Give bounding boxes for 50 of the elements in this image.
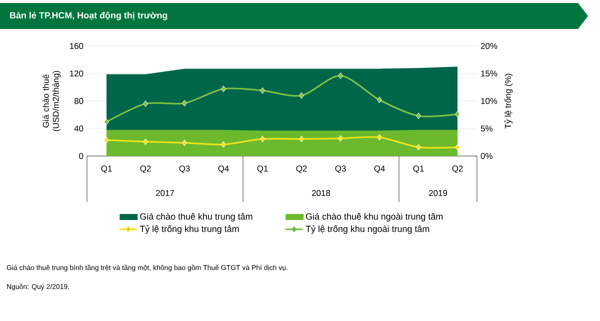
point — [221, 86, 226, 92]
y2-tick-label: 20% — [480, 43, 498, 49]
y-tick-label: 40 — [74, 126, 84, 132]
point — [455, 144, 460, 150]
point — [143, 100, 148, 107]
y-tick-label: 80 — [74, 98, 84, 104]
y-axis-title: Giá chào thuê (USD/m2/tháng) — [42, 70, 61, 132]
point — [338, 72, 343, 79]
y2-tick-label: 10% — [481, 98, 498, 104]
point — [143, 138, 148, 145]
x-tick-label: Q3 — [335, 166, 346, 174]
x-tick-label: Q2 — [140, 166, 151, 174]
point — [260, 136, 265, 142]
y-tick-label: 0 — [79, 153, 84, 159]
y2-axis-title: Tỷ lệ trống (%) — [504, 74, 513, 129]
legend-label: Tỷ lệ trống khu trung tâm — [140, 225, 239, 234]
text: 2017 — [156, 190, 174, 196]
point — [416, 144, 422, 150]
text: 2019 — [429, 190, 448, 196]
text: 2018 — [312, 190, 330, 196]
chart-title: Bán lẻ TP.HCM, Hoạt động thị trường — [10, 12, 168, 20]
legend-label: Giá chào thuê khu trung tâm — [140, 212, 252, 222]
x-tick-label: Q1 — [257, 166, 268, 174]
point — [338, 135, 343, 142]
point — [104, 136, 109, 144]
legend-label: Giá chào thuê khu ngoài trung tâm — [306, 212, 443, 222]
x-tick-label: Q2 — [452, 166, 463, 174]
y2-tick-label: 15% — [481, 70, 498, 76]
point — [299, 92, 304, 99]
y-tick-label: 120 — [70, 70, 84, 76]
y-tick-label: 160 — [70, 43, 84, 49]
y2-tick-label: 5% — [480, 126, 492, 132]
point — [221, 141, 226, 148]
point — [182, 140, 187, 146]
x-tick-label: Q1 — [413, 166, 424, 174]
point — [377, 96, 382, 104]
x-tick-label: Q4 — [374, 166, 385, 174]
point — [299, 136, 304, 142]
point — [377, 134, 382, 141]
y2-tick-label: 0% — [480, 153, 492, 159]
legend-label: Tỷ lệ trống khu ngoài trung tâm — [306, 225, 430, 234]
x-tick-label: Q3 — [179, 166, 190, 174]
point — [260, 87, 265, 94]
x-tick-label: Q2 — [296, 166, 307, 174]
x-tick-label: Q4 — [218, 166, 229, 174]
point — [455, 110, 460, 118]
point — [182, 100, 187, 106]
point — [416, 112, 422, 120]
x-tick-label: Q1 — [101, 166, 112, 174]
point — [104, 118, 109, 126]
